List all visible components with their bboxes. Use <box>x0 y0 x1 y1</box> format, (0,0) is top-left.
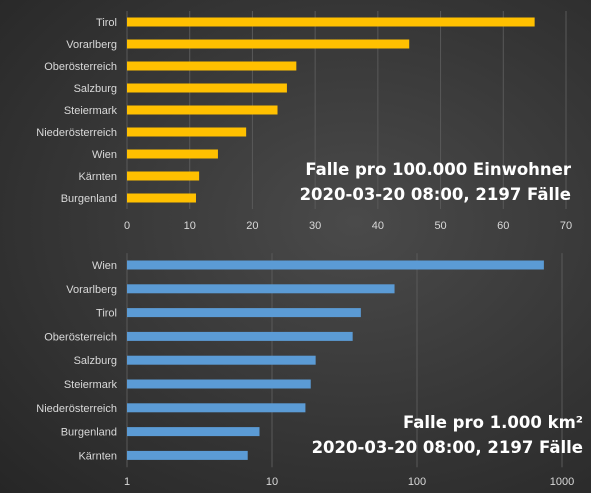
chart2-x-tick-label: 1 <box>124 476 130 488</box>
chart2-bar <box>127 355 316 365</box>
chart1-subtitle: 2020-03-20 08:00, 2197 Fälle <box>299 185 571 204</box>
chart1-x-tick-label: 30 <box>309 220 321 232</box>
chart2-category-label: Oberösterreich <box>44 331 117 343</box>
chart2-title-block: Falle pro 1.000 km² 2020-03-20 08:00, 21… <box>312 410 583 460</box>
chart2-category-label: Steiermark <box>64 379 118 391</box>
chart2-bar <box>127 403 306 413</box>
chart2-category-label: Niederösterreich <box>36 403 117 415</box>
chart1-bar <box>127 127 247 137</box>
chart2-bar <box>127 379 311 389</box>
chart1-category-label: Steiermark <box>64 105 118 117</box>
chart1-category-label: Salzburg <box>74 83 117 95</box>
chart1-bar <box>127 105 278 115</box>
chart2-category-label: Tirol <box>96 308 117 320</box>
chart1-x-tick-label: 60 <box>497 220 509 232</box>
chart2-category-label: Salzburg <box>74 355 117 367</box>
chart2-category-label: Vorarlberg <box>66 284 117 296</box>
chart1-bar <box>127 61 297 71</box>
chart2-category-label: Kärnten <box>78 450 117 462</box>
chart2-category-label: Burgenland <box>61 427 117 439</box>
chart1-category-label: Kärnten <box>78 171 117 183</box>
chart2-x-tick-label: 10 <box>266 476 278 488</box>
chart1-x-tick-label: 0 <box>124 220 130 232</box>
chart2-subtitle: 2020-03-20 08:00, 2197 Fälle <box>311 438 583 457</box>
chart2-x-tick-label: 100 <box>408 476 426 488</box>
chart2-bar <box>127 427 260 437</box>
chart1-x-tick-label: 70 <box>560 220 572 232</box>
chart2-bar <box>127 284 395 294</box>
chart1-x-tick-label: 20 <box>246 220 258 232</box>
chart1-bar <box>127 193 196 203</box>
chart2-category-label: Wien <box>92 260 117 272</box>
chart2-bar <box>127 331 353 341</box>
chart1-category-label: Niederösterreich <box>36 127 117 139</box>
chart1-category-label: Wien <box>92 149 117 161</box>
chart1-bar <box>127 17 535 27</box>
chart2-bar <box>127 450 248 460</box>
chart1-title-block: Falle pro 100.000 Einwohner 2020-03-20 0… <box>300 157 571 207</box>
chart2-title: Falle pro 1.000 km² <box>402 413 583 432</box>
chart1-category-label: Burgenland <box>61 193 117 205</box>
chart1-bar <box>127 83 287 93</box>
chart2-x-tick-label: 1000 <box>550 476 574 488</box>
chart2-bar <box>127 260 544 270</box>
chart1-category-label: Oberösterreich <box>44 61 117 73</box>
chart1-bar <box>127 171 200 181</box>
chart1-x-tick-label: 40 <box>372 220 384 232</box>
chart1-bar <box>127 39 410 49</box>
chart1-category-label: Tirol <box>96 17 117 29</box>
chart1-x-tick-label: 50 <box>434 220 446 232</box>
chart1-category-label: Vorarlberg <box>66 39 117 51</box>
chart1-bar <box>127 149 218 159</box>
chart1-x-tick-label: 10 <box>184 220 196 232</box>
chart1-title: Falle pro 100.000 Einwohner <box>305 160 571 179</box>
chart2-bar <box>127 308 361 318</box>
